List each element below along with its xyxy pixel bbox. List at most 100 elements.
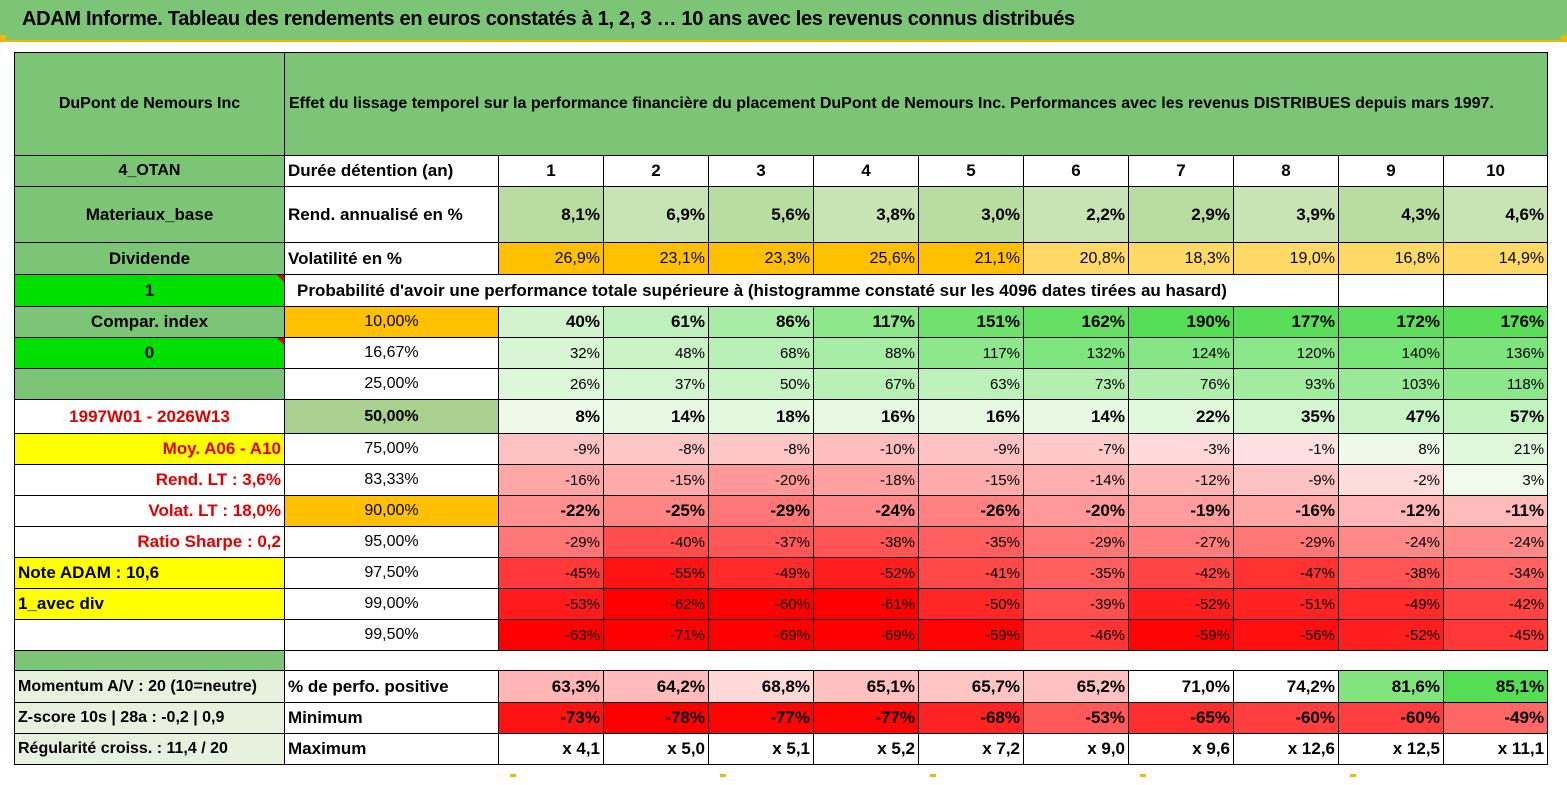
min-value: -60% bbox=[1338, 702, 1444, 734]
proba-value: -29% bbox=[498, 526, 604, 558]
year-header: 8 bbox=[1233, 155, 1339, 187]
proba-value: -29% bbox=[1023, 526, 1129, 558]
avec-div-cell: 1_avec div bbox=[14, 588, 285, 620]
proba-value: -63% bbox=[498, 619, 604, 651]
proba-value: 16% bbox=[813, 399, 919, 434]
years-row: 4_OTAN Durée détention (an) 1 2 3 4 5 6 7 8 9 10 bbox=[14, 155, 1549, 187]
proba-value: -59% bbox=[1128, 619, 1234, 651]
proba-value: 140% bbox=[1338, 337, 1444, 369]
proba-value: 73% bbox=[1023, 368, 1129, 400]
proba-value: -61% bbox=[813, 588, 919, 620]
vol-label: Volatilité en % bbox=[284, 242, 499, 275]
rend-value: 2,2% bbox=[1023, 186, 1129, 243]
proba-row: Ratio Sharpe : 0,2 95,00% -29% -40% -37% -38%… bbox=[14, 526, 1549, 558]
vol-value: 23,1% bbox=[603, 242, 709, 275]
perf-pos-value: 65,1% bbox=[813, 670, 919, 703]
proba-value: -37% bbox=[708, 526, 814, 558]
rend-value: 3,0% bbox=[918, 186, 1024, 243]
proba-value: 63% bbox=[918, 368, 1024, 400]
proba-value: -26% bbox=[918, 495, 1024, 527]
corner-marker bbox=[1561, 35, 1567, 41]
grid-marker bbox=[1140, 774, 1146, 777]
perf-pos-value: 81,6% bbox=[1338, 670, 1444, 703]
proba-value: -8% bbox=[603, 433, 709, 465]
empty-cell bbox=[1442, 274, 1549, 307]
threshold-cell: 83,33% bbox=[284, 464, 499, 496]
proba-value: -69% bbox=[813, 619, 919, 651]
proba-value: 26% bbox=[498, 368, 604, 400]
proba-value: -11% bbox=[1442, 495, 1549, 527]
sector-cell: Materiaux_base bbox=[14, 186, 285, 243]
proba-value: -2% bbox=[1338, 464, 1444, 496]
returns-table: DuPont de Nemours Inc Effet du lissage t… bbox=[14, 52, 1549, 765]
max-value: x 9,0 bbox=[1023, 733, 1129, 765]
proba-value: -12% bbox=[1338, 495, 1444, 527]
proba-value: 162% bbox=[1023, 306, 1129, 338]
note-cell: Note ADAM : 10,6 bbox=[14, 557, 285, 589]
proba-value: 76% bbox=[1128, 368, 1234, 400]
empty-cell bbox=[14, 368, 285, 400]
proba-value: -29% bbox=[1233, 526, 1339, 558]
grid-marker bbox=[930, 774, 936, 777]
flag-cell: 1 bbox=[14, 274, 285, 307]
duree-label: Durée détention (an) bbox=[284, 155, 499, 187]
proba-value: 21% bbox=[1442, 433, 1549, 465]
proba-value: 67% bbox=[813, 368, 919, 400]
proba-row: 1_avec div 99,00% -53% -62% -60% -61% -50% -39%… bbox=[14, 588, 1549, 620]
perf-pos-value: 68,8% bbox=[708, 670, 814, 703]
max-value: x 12,5 bbox=[1338, 733, 1444, 765]
empty-cell bbox=[1338, 274, 1444, 307]
proba-value: 117% bbox=[813, 306, 919, 338]
proba-value: -15% bbox=[603, 464, 709, 496]
proba-value: -19% bbox=[1128, 495, 1234, 527]
proba-value: -9% bbox=[1233, 464, 1339, 496]
proba-value: -38% bbox=[1338, 557, 1444, 589]
momentum-cell: Momentum A/V : 20 (10=neutre) bbox=[14, 670, 285, 703]
grid-marker bbox=[1350, 774, 1356, 777]
max-value: x 11,1 bbox=[1442, 733, 1549, 765]
vol-value: 21,1% bbox=[918, 242, 1024, 275]
proba-row: 1997W01 - 2026W13 50,00% 8% 14% 18% 16% 16% 14%… bbox=[14, 399, 1549, 434]
perf-pos-label: % de perfo. positive bbox=[284, 670, 499, 703]
proba-value: -42% bbox=[1442, 588, 1549, 620]
rend-value: 3,8% bbox=[813, 186, 919, 243]
intro-row: DuPont de Nemours Inc Effet du lissage t… bbox=[14, 52, 1549, 156]
proba-row: 0 16,67% 32% 48% 68% 88% 117% 132% 124% 120% 140% 1… bbox=[14, 337, 1549, 369]
year-header: 1 bbox=[498, 155, 604, 187]
proba-value: -52% bbox=[1338, 619, 1444, 651]
proba-value: 93% bbox=[1233, 368, 1339, 400]
proba-value: -49% bbox=[708, 557, 814, 589]
proba-value: 190% bbox=[1128, 306, 1234, 338]
proba-value: -59% bbox=[918, 619, 1024, 651]
perf-pos-row: Momentum A/V : 20 (10=neutre)% de perfo.… bbox=[14, 670, 1549, 703]
proba-value: -14% bbox=[1023, 464, 1129, 496]
proba-value: -60% bbox=[708, 588, 814, 620]
company-name: DuPont de Nemours Inc bbox=[14, 52, 285, 156]
proba-value: -55% bbox=[603, 557, 709, 589]
code-cell: 4_OTAN bbox=[14, 155, 285, 187]
max-value: x 5,0 bbox=[603, 733, 709, 765]
proba-value: -10% bbox=[813, 433, 919, 465]
empty-cell bbox=[14, 619, 285, 651]
proba-value: -22% bbox=[498, 495, 604, 527]
proba-value: 16% bbox=[918, 399, 1024, 434]
proba-value: -24% bbox=[1338, 526, 1444, 558]
proba-value: -35% bbox=[1023, 557, 1129, 589]
min-value: -77% bbox=[708, 702, 814, 734]
proba-value: -71% bbox=[603, 619, 709, 651]
max-value: x 7,2 bbox=[918, 733, 1024, 765]
proba-value: 103% bbox=[1338, 368, 1444, 400]
vol-value: 19,0% bbox=[1233, 242, 1339, 275]
proba-value: -56% bbox=[1233, 619, 1339, 651]
proba-value: 14% bbox=[603, 399, 709, 434]
threshold-cell: 90,00% bbox=[284, 495, 499, 527]
proba-value: -20% bbox=[708, 464, 814, 496]
spacer-cell bbox=[14, 650, 285, 671]
min-value: -78% bbox=[603, 702, 709, 734]
proba-value: 47% bbox=[1338, 399, 1444, 434]
proba-value: 86% bbox=[708, 306, 814, 338]
proba-value: 37% bbox=[603, 368, 709, 400]
proba-row: Note ADAM : 10,6 97,50% -45% -55% -49% -52% -4… bbox=[14, 557, 1549, 589]
proba-value: -16% bbox=[1233, 495, 1339, 527]
min-value: -77% bbox=[813, 702, 919, 734]
